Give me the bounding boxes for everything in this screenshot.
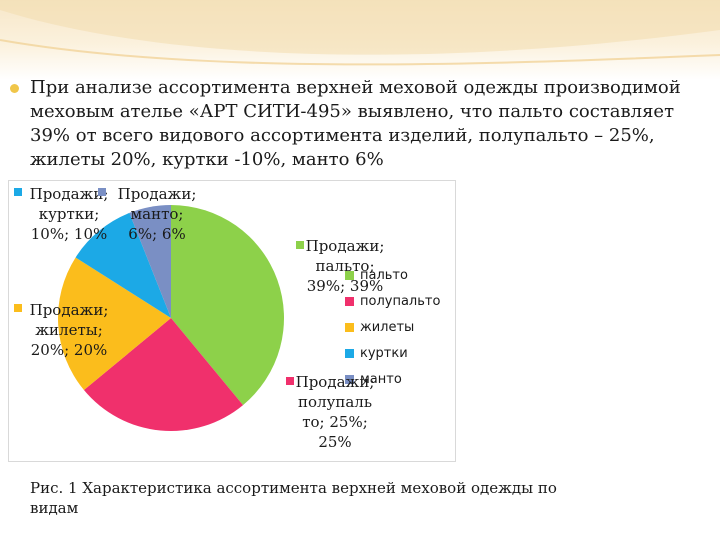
legend-item-пальто: пальто	[345, 262, 440, 288]
legend-swatch	[345, 374, 354, 384]
pie-slice-куртки	[75, 212, 171, 318]
data-label-kurtki: Продажи; куртки; 10%; 10%	[29, 185, 109, 243]
legend-label: пальто	[360, 267, 408, 283]
pie-slice-полупальто	[83, 318, 244, 432]
label-swatch-полупальто	[286, 377, 294, 385]
legend-label: куртки	[360, 345, 408, 361]
data-label-манто: Продажи; манто; 6%; 6%	[117, 185, 197, 243]
pie-slice-манто	[129, 205, 171, 318]
legend-label: манто	[360, 371, 402, 387]
legend-item-полупальто: полупальто	[345, 288, 440, 314]
bullet-text: При анализе ассортимента верхней меховой…	[30, 77, 681, 170]
legend-item-манто: манто	[345, 366, 440, 392]
figure-caption: Рис. 1 Характеристика ассортимента верхн…	[30, 479, 557, 517]
chart-legend: пальто полупальто жилеты куртки манто	[345, 262, 440, 392]
pie-slice-жилеты	[58, 257, 172, 391]
legend-label: жилеты	[360, 319, 415, 335]
label-swatch-куртки	[14, 188, 22, 196]
data-label-жилеты: Продажи; жилеты; 20%; 20%	[29, 301, 109, 359]
legend-swatch	[345, 270, 354, 280]
bullet-icon	[10, 84, 19, 93]
header-wave-decoration	[0, 0, 720, 66]
label-swatch-манто	[98, 188, 106, 196]
legend-item-куртки: куртки	[345, 340, 440, 366]
legend-swatch	[345, 296, 354, 306]
legend-swatch	[345, 348, 354, 358]
data-label-полупальто: Продажи; полупаль то; 25%; 25%	[295, 373, 375, 451]
legend-swatch	[345, 322, 354, 332]
data-label-пальто: Продажи; пальто; 39%; 39%	[305, 237, 385, 295]
pie-slice-пальто	[171, 205, 285, 406]
label-swatch-жилеты	[14, 304, 22, 312]
legend-item-жилеты: жилеты	[345, 314, 440, 340]
label-swatch-пальто	[296, 241, 304, 249]
legend-label: полупальто	[360, 293, 441, 309]
